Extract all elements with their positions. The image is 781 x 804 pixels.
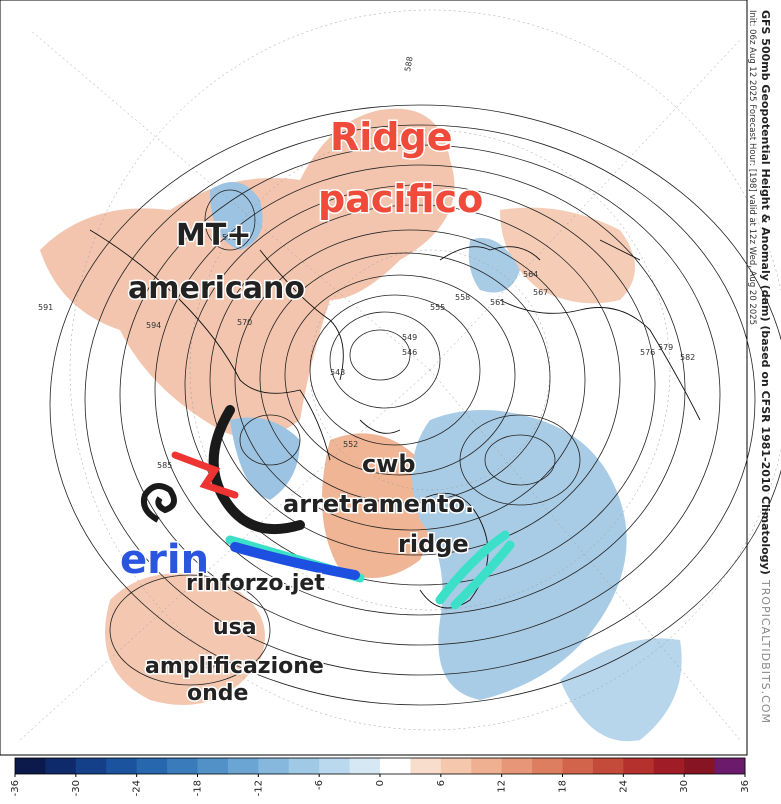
colorbar-swatch xyxy=(197,758,229,774)
contour-label: 588 xyxy=(403,56,415,73)
contour-label: 558 xyxy=(455,293,470,302)
annotation: cwb xyxy=(362,450,416,478)
contour-label: 570 xyxy=(237,318,252,327)
colorbar-swatch xyxy=(349,758,381,774)
colorbar-tick-label: -36 xyxy=(10,780,21,796)
colorbar-swatch xyxy=(410,758,442,774)
colorbar-swatch xyxy=(15,758,46,774)
colorbar-tick-label: -18 xyxy=(193,780,204,796)
contour-label: 576 xyxy=(640,348,655,357)
colorbar-tick-label: -30 xyxy=(71,780,82,796)
contour-label: 597 xyxy=(205,661,220,670)
annotation: usa xyxy=(213,615,257,640)
colorbar-swatch xyxy=(592,758,624,774)
annotation: onde xyxy=(187,681,248,706)
credit: TROPICALTIDBITS.COM xyxy=(759,579,772,724)
colorbar-tick-label: -12 xyxy=(253,780,264,796)
coastlines xyxy=(89,229,701,609)
contour-labels: 588 573 570 567 564 561 558 555 552 549 … xyxy=(38,56,695,670)
colorbar-tick-label: -24 xyxy=(132,780,143,796)
colorbar-tick-label: 36 xyxy=(740,780,751,793)
contour-label: 585 xyxy=(157,461,172,470)
colorbar-swatch xyxy=(714,758,746,774)
map-subtitle: Init: 06z Aug 12 2025 Forecast Hour: [19… xyxy=(747,10,757,325)
contour-label: 561 xyxy=(490,298,505,307)
contour-label: 549 xyxy=(402,333,417,342)
colorbar-swatch xyxy=(227,758,259,774)
annotation: pacifico xyxy=(318,177,483,221)
colorbar-tick-label: 24 xyxy=(618,780,629,793)
annotation: americano xyxy=(128,271,305,306)
annotation: rinforzo.jet xyxy=(186,571,325,596)
colorbar-tick-label: 0 xyxy=(375,780,386,786)
annotations: Ridge pacifico MT+ americano cwb arretra… xyxy=(119,114,485,708)
annotation: amplificazione xyxy=(145,654,324,679)
colorbar-swatch xyxy=(562,758,594,774)
map-title: GFS 500mb Geopotential Height & Anomaly … xyxy=(759,10,772,575)
contour-label: 555 xyxy=(430,303,445,312)
colorbar-swatch xyxy=(167,758,198,774)
annotation: arretramento. xyxy=(283,490,474,518)
annotation: Ridge xyxy=(330,115,452,159)
annotation: ridge xyxy=(398,530,469,558)
colorbar-swatch xyxy=(288,758,320,774)
colorbar-swatch xyxy=(258,758,290,774)
colorbar-tick-label: 30 xyxy=(679,780,690,793)
colorbar-swatch xyxy=(75,758,107,774)
colorbar-swatch xyxy=(471,758,503,774)
colorbar-swatch xyxy=(45,758,77,774)
colorbar: -36 -30 -24 -18 -12 -6 0 6 12 18 24 30 36 xyxy=(10,757,751,796)
colorbar-swatch xyxy=(380,758,411,774)
colorbar-swatch xyxy=(501,758,533,774)
annotation: erin xyxy=(120,537,209,583)
colorbar-swatch xyxy=(136,758,168,774)
annotation: MT+ xyxy=(176,218,251,253)
colorbar-swatch xyxy=(106,758,138,774)
colorbar-tick-label: -6 xyxy=(314,780,325,790)
contour-label: 573 xyxy=(222,233,237,242)
drawn-strokes xyxy=(140,405,515,610)
contour-label: 546 xyxy=(402,348,417,357)
colorbar-swatch xyxy=(532,758,563,774)
contour-label: 543 xyxy=(330,368,345,377)
height-contours xyxy=(49,104,781,706)
colorbar-swatch xyxy=(319,758,351,774)
colorbar-tick-label: 6 xyxy=(436,780,447,786)
colorbar-swatch xyxy=(623,758,655,774)
anomalies xyxy=(40,108,682,742)
colorbar-tick-label: 18 xyxy=(558,780,569,793)
contour-label: 582 xyxy=(680,353,695,362)
contour-label: 579 xyxy=(658,343,673,352)
contour-label: 594 xyxy=(146,321,161,330)
colorbar-swatch xyxy=(440,758,472,774)
contour-label: 552 xyxy=(343,440,358,449)
contour-label: 591 xyxy=(38,303,53,312)
colorbar-swatch xyxy=(684,758,716,774)
colorbar-tick-label: 12 xyxy=(497,780,508,793)
contour-label: 567 xyxy=(533,288,548,297)
colorbar-swatch xyxy=(653,758,685,774)
contour-label: 564 xyxy=(523,270,538,279)
